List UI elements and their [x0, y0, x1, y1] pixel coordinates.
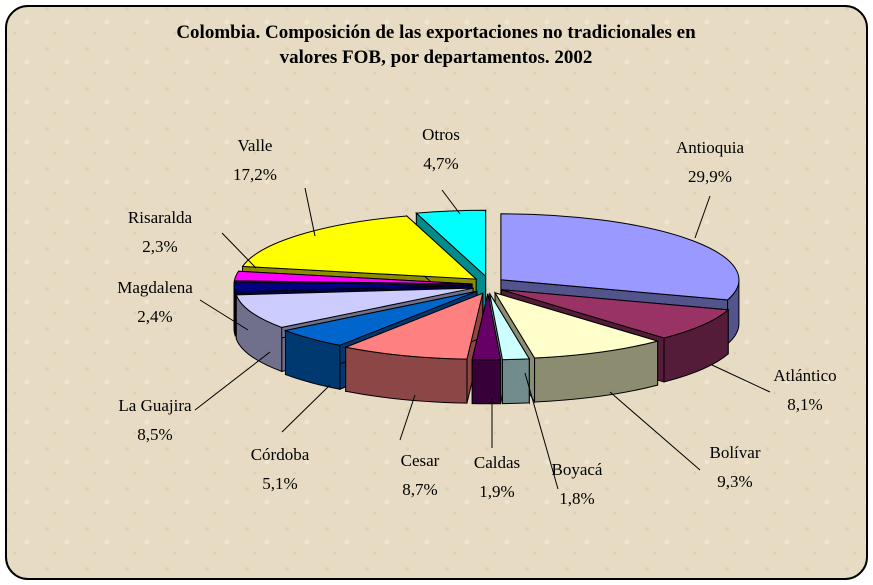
slice-top — [489, 293, 531, 361]
leader-line — [524, 372, 559, 490]
value-label: 4,7% — [423, 154, 458, 173]
leader-line — [221, 232, 257, 269]
slice-label: Valle — [238, 136, 273, 155]
labels: Antioquia 29,9% Atlántico 8,1% Bolívar 9,3% Bo… — [117, 125, 836, 508]
leader-line — [399, 394, 416, 441]
slice-label: Magdalena — [117, 278, 193, 297]
leader-line — [194, 351, 271, 411]
slice-top — [501, 289, 730, 339]
slice-top — [241, 215, 478, 280]
slice-top — [500, 213, 740, 301]
leader-line — [304, 187, 316, 237]
slice-top — [233, 281, 473, 293]
value-label: 2,4% — [137, 307, 172, 326]
pie — [233, 209, 740, 405]
slice — [343, 292, 484, 404]
slice-side — [233, 285, 236, 337]
leader-line — [441, 189, 461, 215]
value-label: 8,1% — [787, 395, 822, 414]
slice-label: La Guajira — [118, 396, 192, 415]
leader-line — [281, 384, 331, 433]
value-label: 17,2% — [233, 165, 277, 184]
value-label: 5,1% — [262, 474, 297, 493]
leader-line — [199, 299, 249, 331]
slice-label: Atlántico — [773, 366, 836, 385]
slice-label: Antioquia — [676, 138, 744, 157]
chart-title: Colombia. Composición de las exportacion… — [176, 22, 696, 68]
slice-top — [235, 287, 474, 328]
value-label: 1,8% — [559, 489, 594, 508]
slice-side — [471, 359, 502, 405]
value-label: 8,5% — [137, 425, 172, 444]
slice-label: Cesar — [401, 451, 440, 470]
slice-top — [415, 209, 487, 278]
value-label: 29,9% — [688, 167, 732, 186]
slice-top — [283, 290, 478, 346]
slice-label: Otros — [422, 125, 460, 144]
value-label: 2,3% — [142, 237, 177, 256]
slice-top — [471, 293, 502, 361]
value-label: 9,3% — [717, 472, 752, 491]
value-label: 1,9% — [479, 482, 514, 501]
value-label: 8,7% — [402, 480, 437, 499]
leader-line — [609, 391, 701, 471]
slice-top — [493, 292, 660, 359]
slice-label: Boyacá — [552, 460, 603, 479]
slice-label: Bolívar — [710, 443, 761, 462]
slice-top — [233, 270, 473, 285]
slice-side — [501, 358, 530, 405]
leader-line — [694, 195, 711, 239]
slice-top — [343, 292, 484, 360]
slice — [471, 293, 502, 405]
slice-label: Córdoba — [251, 445, 310, 464]
slice-label: Caldas — [474, 453, 520, 472]
slice-label: Risaralda — [128, 208, 193, 227]
leader-line — [711, 364, 771, 393]
